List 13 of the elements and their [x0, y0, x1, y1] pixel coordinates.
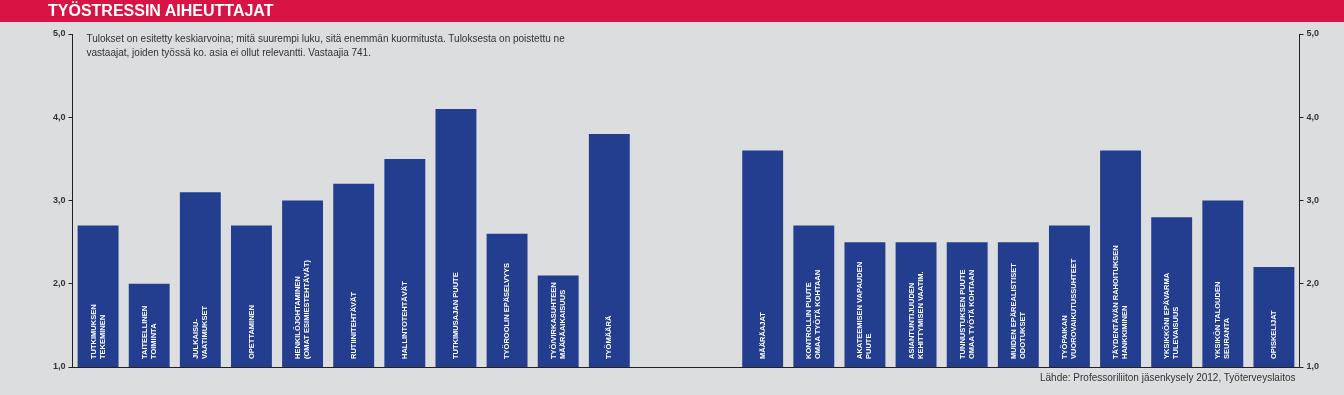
y2-tick-label: 4,0	[1306, 111, 1319, 122]
y2-tick-label: 5,0	[1306, 28, 1319, 39]
y2-tick-label: 2,0	[1306, 278, 1319, 289]
y-tick-label: 4,0	[53, 111, 66, 122]
y-tick-label: 2,0	[53, 278, 66, 289]
y2-tick-label: 3,0	[1306, 194, 1319, 205]
y-tick-label: 1,0	[53, 361, 66, 372]
annotation: Tulokset on esitetty keskiarvoina; mitä suurempi luku, sitä enemmän kuormitusta. Tuloksesta on poistettu ne vastaajat, joiden työssä ko. asia ei ollut relevantti. Vastaajia 741.	[86, 32, 566, 58]
text: Lähde: Professoriliiton jäsenkysely 2012, Työterveyslaitos	[1039, 371, 1296, 383]
y-tick-label: 5,0	[53, 28, 66, 39]
y-tick-label: 3,0	[53, 194, 66, 205]
y2-tick-label: 1,0	[1306, 361, 1319, 372]
chart-title: TYÖSTRESSIN AIHEUTTAJAT	[0, 0, 1344, 22]
